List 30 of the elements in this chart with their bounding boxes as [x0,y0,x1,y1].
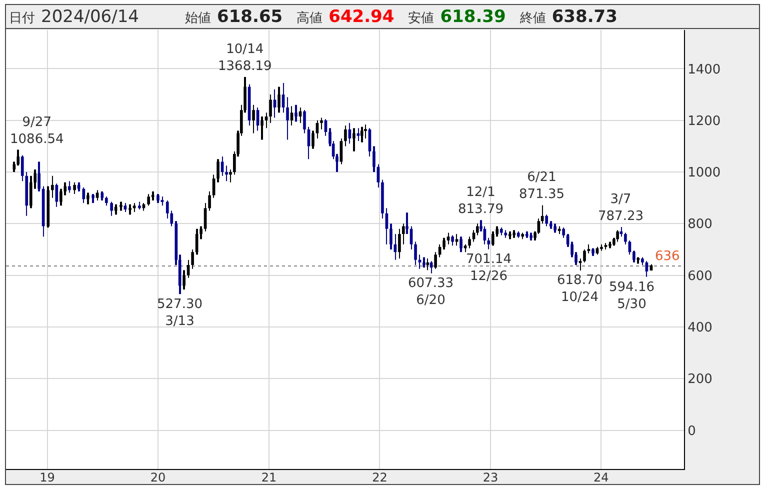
x-tick-label: 24 [594,470,609,484]
x-tick-label: 22 [372,470,388,484]
annotation: 9/27 1086.54 [10,115,64,147]
annotation: 701.14 12/26 [466,252,512,284]
text: 安値 618.39 [408,6,506,26]
x-tick-label: 20 [150,470,166,484]
text: 高値 642.94 [296,6,394,26]
y-tick-label: 200 [688,372,712,388]
annotation: 607.33 6/20 [408,276,454,308]
y-tick-label: 1400 [688,62,721,78]
ref-line-label: 636 [655,249,680,264]
x-tick-label: 21 [261,470,277,484]
y-tick-label: 400 [688,320,712,336]
annotation: 10/14 1368.19 [218,42,272,74]
annotation: 594.16 5/30 [609,280,654,312]
annotation: 3/7 787.23 [598,192,644,224]
annotation: 618.70 10/24 [557,273,602,305]
annotation: 6/21 871.35 [519,170,564,202]
y-tick-label: 0 [688,424,696,439]
text: 始値 618.65 [185,6,283,26]
chart-title: 日付 2024/06/14 [9,6,139,26]
y-tick-label: 1000 [688,166,721,181]
y-tick-label: 800 [688,217,712,232]
y-tick-label: 1200 [688,114,721,129]
annotation: 12/1 813.79 [458,185,504,217]
annotation: 527.30 3/13 [157,297,202,329]
x-tick-label: 23 [482,470,498,484]
y-tick-label: 600 [688,268,712,284]
x-tick-label: 19 [40,470,55,484]
text: 終値 638.73 [520,6,618,26]
